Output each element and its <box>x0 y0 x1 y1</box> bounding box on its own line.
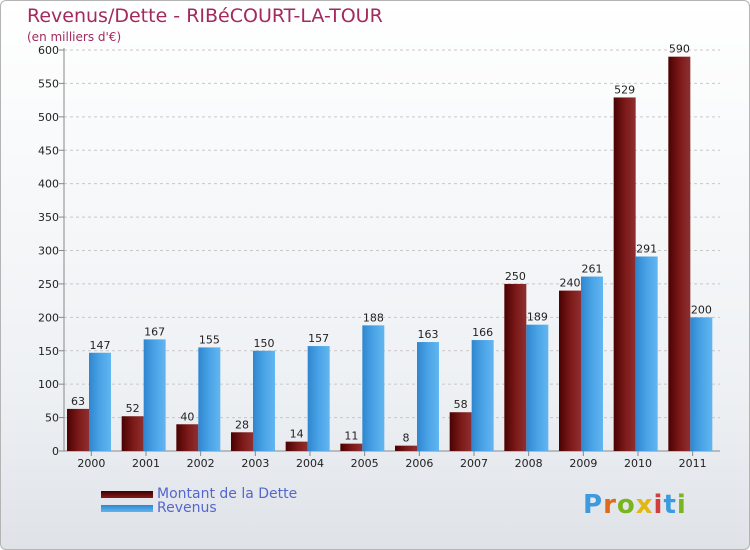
brand-logo-letter: o <box>616 490 636 520</box>
bar-dette <box>231 432 253 451</box>
bar-dette <box>340 443 363 451</box>
x-tick-label: 2006 <box>405 457 433 470</box>
y-tick-label: 350 <box>38 211 59 224</box>
bar-dette <box>449 412 472 451</box>
bar-revenus <box>471 340 494 451</box>
value-label-dette: 590 <box>669 43 690 56</box>
grid-layer <box>64 49 720 419</box>
bar-revenus <box>89 352 111 451</box>
x-tick-label: 2004 <box>296 457 324 470</box>
bar-dette <box>504 283 527 451</box>
y-tick-label: 450 <box>38 144 59 157</box>
value-label-dette: 250 <box>505 270 526 283</box>
value-label-revenus: 157 <box>308 332 329 345</box>
y-tick-label: 250 <box>38 278 59 291</box>
bar-revenus <box>253 350 275 451</box>
y-tick-label: 200 <box>38 311 59 324</box>
bar-revenus <box>526 324 549 451</box>
bar-dette <box>285 441 308 451</box>
bar-revenus <box>307 346 330 451</box>
y-tick-label: 300 <box>38 245 59 258</box>
value-label-revenus: 167 <box>144 325 165 338</box>
value-label-dette: 14 <box>290 428 304 441</box>
value-label-dette: 529 <box>614 83 635 96</box>
value-label-revenus: 166 <box>472 326 493 339</box>
value-label-revenus: 189 <box>527 311 548 324</box>
brand-logo-letter: r <box>603 490 617 520</box>
y-tick-label: 500 <box>38 111 59 124</box>
y-tick-label: 550 <box>38 77 59 90</box>
value-label-revenus: 188 <box>363 311 384 324</box>
bar-dette <box>559 290 581 451</box>
value-label-dette: 58 <box>454 398 468 411</box>
chart-title: Revenus/Dette - RIBéCOURT-LA-TOUR <box>27 5 383 27</box>
brand-logo-letter: i <box>676 490 687 520</box>
brand-logo-letter: P <box>583 490 604 520</box>
value-label-revenus: 155 <box>199 333 220 346</box>
bar-revenus <box>635 256 658 451</box>
value-label-dette: 52 <box>126 402 140 415</box>
bar-dette <box>395 445 417 451</box>
label-layer: 63 147 52 167 40 155 28 150 14 157 11 188 8 163 58 166 2… <box>71 43 712 445</box>
x-tick-label: 2008 <box>515 457 543 470</box>
value-label-dette: 63 <box>71 395 85 408</box>
value-label-revenus: 147 <box>90 339 111 352</box>
brand-logo: Proxiti <box>583 490 687 520</box>
bar-revenus <box>417 342 439 451</box>
y-tick-label: 50 <box>45 412 59 425</box>
brand-logo-letter: x <box>635 490 654 520</box>
y-tick-label: 100 <box>38 378 59 391</box>
x-tick-label: 2011 <box>679 457 707 470</box>
legend-label-revenus: Revenus <box>157 500 217 516</box>
value-label-revenus: 200 <box>691 303 712 316</box>
value-label-dette: 40 <box>180 410 194 423</box>
axis-layer: 0 50 100 150 200 250 300 350 400 450 500 550 600 2000… <box>38 44 720 470</box>
bar-dette <box>176 424 199 451</box>
y-tick-label: 150 <box>38 345 59 358</box>
brand-logo-letter: t <box>663 490 677 520</box>
legend-label-dette: Montant de la Dette <box>157 486 298 502</box>
y-tick-label: 600 <box>38 44 59 57</box>
brand-logo-letter: i <box>653 490 664 520</box>
x-tick-label: 2010 <box>624 457 652 470</box>
bar-dette <box>668 56 691 451</box>
value-label-revenus: 291 <box>636 243 657 256</box>
bar-revenus <box>581 276 603 451</box>
value-label-dette: 11 <box>344 430 358 443</box>
x-tick-label: 2000 <box>77 457 105 470</box>
value-label-dette: 240 <box>560 277 581 290</box>
value-label-dette: 8 <box>403 432 410 445</box>
bar-revenus <box>362 325 385 451</box>
x-tick-label: 2009 <box>569 457 597 470</box>
bar-dette <box>67 408 89 451</box>
bar-revenus <box>690 317 713 451</box>
x-tick-label: 2003 <box>241 457 269 470</box>
chart-subtitle: (en milliers d'€) <box>27 30 122 44</box>
legend-swatch-revenus <box>101 505 153 512</box>
x-tick-label: 2005 <box>351 457 379 470</box>
x-tick-label: 2001 <box>132 457 160 470</box>
value-label-revenus: 150 <box>254 337 275 350</box>
bar-revenus <box>143 339 166 451</box>
bar-dette <box>121 416 144 451</box>
bar-revenus <box>198 347 221 451</box>
value-label-revenus: 163 <box>418 328 439 341</box>
x-tick-label: 2007 <box>460 457 488 470</box>
bar-layer <box>67 56 713 452</box>
y-tick-label: 0 <box>52 445 59 458</box>
value-label-dette: 28 <box>235 418 249 431</box>
legend-swatch-dette <box>101 491 153 498</box>
bar-dette <box>613 97 636 452</box>
x-tick-label: 2002 <box>187 457 215 470</box>
value-label-revenus: 261 <box>582 263 603 276</box>
y-tick-label: 400 <box>38 178 59 191</box>
